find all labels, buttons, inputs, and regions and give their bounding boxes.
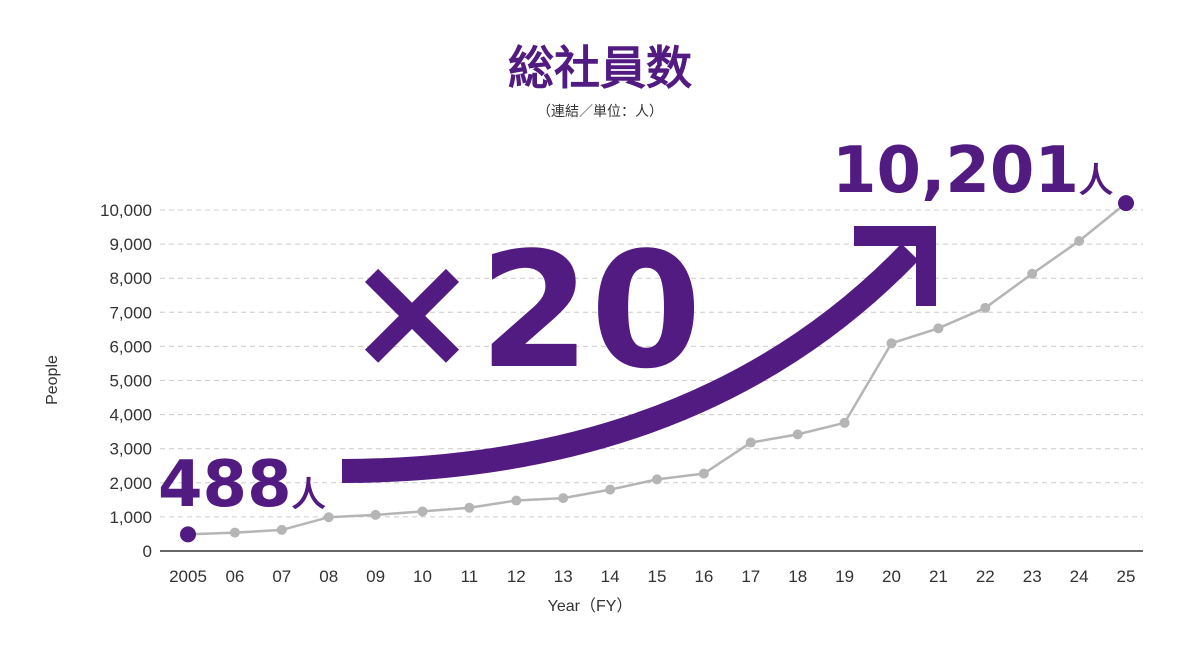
x-tick-label: 15 xyxy=(648,567,667,586)
multiplier-label: ×20 xyxy=(345,217,702,404)
data-point xyxy=(652,474,662,485)
data-point xyxy=(886,338,897,349)
data-point xyxy=(792,429,803,440)
x-tick-label: 10 xyxy=(413,567,432,586)
data-point xyxy=(370,509,381,520)
start-unit: 人 xyxy=(292,475,326,515)
y-tick-label: 0 xyxy=(143,542,152,561)
data-point xyxy=(698,468,709,479)
end-value-label: 10,201人 xyxy=(832,134,1113,208)
y-axis-ticks: 0 1,000 2,000 3,000 4,000 5,000 6,000 7,000 8,00… xyxy=(100,201,152,561)
grid xyxy=(160,209,1143,518)
x-tick-label: 19 xyxy=(835,567,854,586)
y-tick-label: 6,000 xyxy=(109,337,152,356)
y-tick-label: 3,000 xyxy=(109,440,152,459)
data-point xyxy=(558,493,569,504)
data-point xyxy=(605,484,616,495)
x-tick-label: 12 xyxy=(507,567,526,586)
data-point xyxy=(745,437,756,448)
y-tick-label: 1,000 xyxy=(109,508,152,527)
growth-arrow-head xyxy=(854,226,936,306)
data-point-highlight xyxy=(1118,195,1134,212)
y-tick-label: 10,000 xyxy=(100,201,152,220)
data-point xyxy=(980,302,991,313)
data-point xyxy=(511,495,522,506)
x-tick-label: 09 xyxy=(366,567,385,586)
x-tick-label: 18 xyxy=(788,567,807,586)
y-tick-label: 2,000 xyxy=(109,474,152,493)
data-point xyxy=(839,417,850,428)
x-tick-label: 25 xyxy=(1117,567,1136,586)
y-axis-label: People xyxy=(44,355,61,405)
y-tick-label: 5,000 xyxy=(109,372,152,391)
y-tick-label: 4,000 xyxy=(109,406,152,425)
x-tick-label: 24 xyxy=(1070,567,1089,586)
x-tick-label: 06 xyxy=(225,567,244,586)
y-tick-label: 9,000 xyxy=(109,235,152,254)
y-tick-label: 8,000 xyxy=(109,269,152,288)
x-tick-label: 13 xyxy=(554,567,573,586)
x-axis-label: Year（FY） xyxy=(548,597,633,615)
chart-title: 総社員数 xyxy=(508,41,692,95)
data-point xyxy=(229,527,240,538)
data-point xyxy=(276,524,287,535)
end-value: 10,201 xyxy=(832,134,1079,208)
data-point xyxy=(933,323,944,334)
x-axis-ticks: 2005 06 07 08 09 10 11 12 13 14 15 16 17 18 19 20 21 22 23… xyxy=(169,567,1135,586)
data-point xyxy=(323,512,334,523)
x-tick-label: 20 xyxy=(882,567,901,586)
x-tick-label: 17 xyxy=(741,567,760,586)
end-unit: 人 xyxy=(1079,161,1113,201)
x-tick-label: 2005 xyxy=(169,567,207,586)
data-point xyxy=(417,506,428,517)
data-point xyxy=(1027,268,1038,279)
growth-arrow xyxy=(341,243,919,483)
chart-subtitle: （連結／単位：人） xyxy=(537,104,663,120)
data-point xyxy=(1074,236,1085,247)
x-tick-label: 08 xyxy=(319,567,338,586)
x-tick-label: 14 xyxy=(601,567,620,586)
data-point xyxy=(464,502,475,513)
x-tick-label: 21 xyxy=(929,567,948,586)
x-tick-label: 11 xyxy=(461,567,479,586)
start-value-label: 488人 xyxy=(158,448,326,522)
x-tick-label: 07 xyxy=(272,567,291,586)
data-points xyxy=(180,195,1134,543)
start-value: 488 xyxy=(158,448,292,522)
x-tick-label: 22 xyxy=(976,567,995,586)
x-tick-label: 16 xyxy=(694,567,713,586)
y-tick-label: 7,000 xyxy=(109,303,152,322)
x-tick-label: 23 xyxy=(1023,567,1042,586)
data-point-highlight xyxy=(180,526,196,543)
